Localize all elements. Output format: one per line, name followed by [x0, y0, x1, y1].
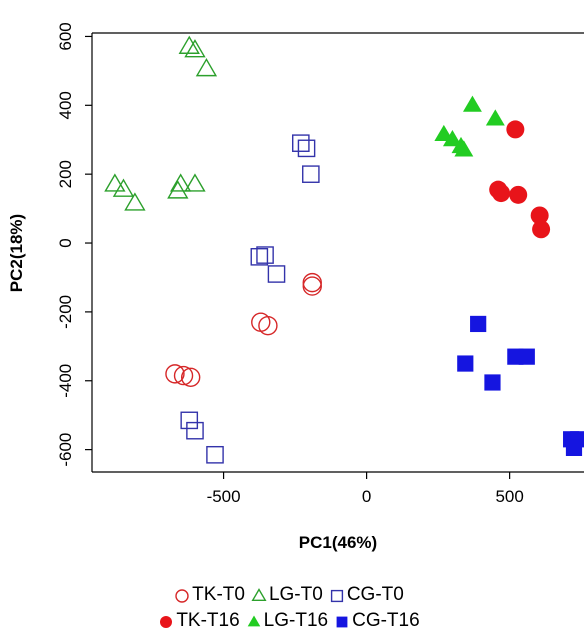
series-tk-t0 [165, 272, 322, 388]
square-marker-icon [330, 589, 343, 603]
point-lg-t0 [167, 180, 189, 199]
point-lg-t0 [112, 178, 135, 197]
point-lg-t0 [195, 58, 218, 77]
legend-marker [336, 616, 348, 628]
legend-label: CG-T16 [352, 610, 420, 631]
y-tick-label: 400 [56, 91, 75, 119]
series-cg-t16 [457, 315, 584, 456]
legend-marker [160, 616, 173, 628]
legend-marker [251, 588, 267, 602]
point-tk-t0 [302, 272, 322, 293]
point-tk-t0 [173, 365, 194, 386]
point-lg-t0 [170, 173, 192, 192]
legend-row: TK-T16 LG-T16 CG-T16 [0, 608, 584, 634]
point-cg-t16 [484, 374, 501, 391]
point-cg-t0 [297, 139, 316, 158]
point-tk-t0 [258, 315, 278, 336]
point-cg-t16 [518, 348, 535, 365]
series-lg-t16 [434, 95, 505, 157]
square-marker-icon [336, 616, 348, 628]
data-points [104, 35, 584, 464]
point-cg-t16 [470, 315, 487, 333]
series-cg-t0 [180, 134, 320, 464]
point-tk-t16 [492, 184, 511, 203]
point-lg-t0 [178, 35, 200, 54]
point-cg-t0 [267, 265, 286, 283]
point-lg-t16 [442, 130, 462, 147]
point-lg-t16 [462, 95, 482, 112]
x-axis-title: PC1(46%) [299, 533, 377, 552]
x-axis: -500 0 500 [207, 472, 524, 506]
point-tk-t0 [165, 364, 185, 384]
point-cg-t0 [206, 445, 224, 464]
point-tk-t0 [180, 367, 201, 388]
legend-entry-lg-t16: LG-T16 [246, 610, 328, 632]
y-tick-label: -400 [56, 364, 75, 398]
legend-entry-tk-t16: TK-T16 [158, 610, 240, 632]
pca-scatter-chart: 600 400 200 0 -200 -400 -600 -500 0 500 PC1(46%)… [7, 22, 584, 552]
point-cg-t0 [256, 246, 274, 264]
circle-marker-icon [160, 616, 173, 628]
x-tick-label: 500 [495, 487, 523, 506]
point-tk-t0 [251, 312, 271, 332]
point-cg-t0 [180, 411, 199, 430]
series-tk-t16 [489, 120, 551, 239]
triangle-marker-icon [247, 615, 260, 627]
point-lg-t0 [104, 173, 126, 192]
legend-entry-cg-t0: CG-T0 [329, 584, 404, 606]
point-cg-t16 [457, 355, 474, 372]
point-cg-t0 [302, 165, 320, 183]
legend-marker [175, 589, 189, 603]
legend-entry-lg-t0: LG-T0 [251, 584, 323, 606]
legend-label: TK-T0 [192, 584, 245, 605]
point-lg-t16 [454, 140, 474, 157]
point-tk-t16 [530, 206, 549, 225]
triangle-marker-icon [251, 588, 267, 602]
point-lg-t16 [485, 109, 505, 126]
y-tick-label: -200 [56, 295, 75, 329]
legend-row: TK-T0 LG-T0 CG-T0 [0, 582, 584, 608]
legend-entry-tk-t0: TK-T0 [174, 584, 245, 606]
series-lg-t0 [104, 35, 218, 211]
y-tick-label: 0 [56, 238, 75, 247]
legend-label: CG-T0 [346, 584, 404, 605]
point-cg-t0 [186, 421, 204, 440]
legend-label: TK-T16 [176, 610, 240, 631]
point-tk-t0 [302, 276, 322, 296]
legend-label: LG-T16 [263, 610, 329, 631]
point-lg-t0 [124, 192, 146, 211]
legend-marker [247, 615, 260, 627]
point-cg-t0 [292, 134, 310, 152]
x-tick-label: 0 [362, 487, 371, 506]
x-tick-label: -500 [207, 487, 241, 506]
legend: TK-T0 LG-T0 CG-T0 TK-T16 LG-T16 CG-T16 [0, 582, 584, 634]
legend-label: LG-T0 [268, 584, 323, 605]
y-axis: 600 400 200 0 -200 -400 -600 [56, 22, 92, 467]
point-tk-t16 [509, 185, 528, 204]
point-tk-t16 [532, 220, 551, 239]
y-tick-label: 200 [56, 160, 75, 188]
point-lg-t0 [184, 39, 206, 58]
point-cg-t0 [250, 248, 269, 266]
y-tick-label: 600 [56, 22, 75, 50]
legend-entry-cg-t16: CG-T16 [334, 610, 420, 632]
legend-marker [330, 589, 343, 603]
point-cg-t16 [565, 439, 583, 456]
point-tk-t16 [506, 120, 525, 139]
y-tick-label: -600 [56, 433, 75, 467]
y-axis-title: PC2(18%) [7, 214, 26, 292]
circle-marker-icon [175, 589, 189, 603]
point-lg-t0 [184, 173, 206, 192]
